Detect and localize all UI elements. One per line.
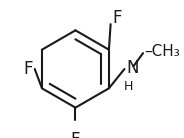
Text: F: F [71, 131, 80, 138]
Text: H: H [123, 80, 133, 93]
Text: –CH₃: –CH₃ [144, 44, 180, 59]
Text: F: F [113, 9, 122, 27]
Text: F: F [23, 60, 33, 78]
Text: N: N [127, 59, 139, 77]
